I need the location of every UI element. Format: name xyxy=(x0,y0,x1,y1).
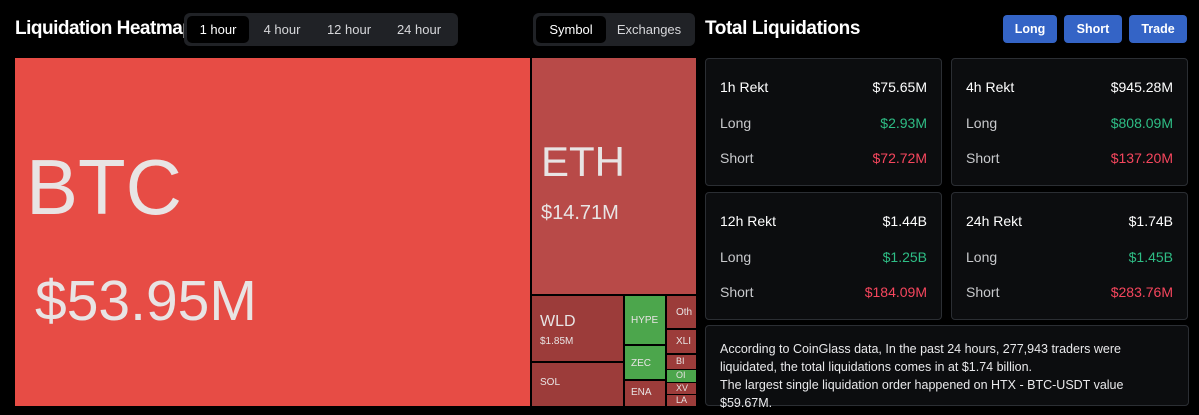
long-label: Long xyxy=(966,249,998,265)
tile-btc-symbol: BTC xyxy=(26,143,182,231)
long-value: $1.45B xyxy=(1128,249,1173,265)
tab-exchanges[interactable]: Exchanges xyxy=(616,22,682,37)
stat-card-24h: 24h Rekt $1.74B Long $1.45B Short $283.76M xyxy=(951,192,1188,320)
tile-la-symbol: LA xyxy=(676,395,688,405)
short-label: Short xyxy=(720,150,754,166)
tile-xli-symbol: XLI xyxy=(676,336,692,347)
stat-card-12h: 12h Rekt $1.44B Long $1.25B Short $184.09M xyxy=(705,192,942,320)
stat-title: 1h Rekt xyxy=(720,79,769,95)
tab-symbol[interactable]: Symbol xyxy=(536,16,606,43)
long-value: $808.09M xyxy=(1110,115,1173,131)
stat-total: $1.74B xyxy=(1128,213,1173,229)
tile-others[interactable]: Oth xyxy=(667,296,696,328)
tile-bi[interactable]: BI xyxy=(667,355,696,369)
largest-order-text: The largest single liquidation order hap… xyxy=(720,378,1124,410)
liquidation-summary: According to CoinGlass data, In the past… xyxy=(705,325,1189,410)
stat-total: $1.44B xyxy=(882,213,927,229)
tile-wld-symbol: WLD xyxy=(540,313,576,330)
tile-la[interactable]: LA xyxy=(667,395,696,406)
short-label: Short xyxy=(966,284,1000,300)
short-value: $283.76M xyxy=(1110,284,1173,300)
tile-btc-value: $53.95M xyxy=(35,269,257,333)
short-value: $137.20M xyxy=(1110,150,1173,166)
tile-xv[interactable]: XV xyxy=(667,383,696,394)
long-label: Long xyxy=(966,115,998,131)
long-value: $1.25B xyxy=(882,249,927,265)
long-value: $2.93M xyxy=(880,115,927,131)
stat-card-4h: 4h Rekt $945.28M Long $808.09M Short $137.2… xyxy=(951,58,1188,186)
short-button[interactable]: Short xyxy=(1064,15,1122,43)
short-value: $72.72M xyxy=(872,150,927,166)
stat-total: $75.65M xyxy=(872,79,927,95)
tile-zec[interactable]: ZEC xyxy=(625,346,665,379)
summary-text: According to CoinGlass data, In the past… xyxy=(720,342,1121,374)
stat-title: 4h Rekt xyxy=(966,79,1015,95)
trade-button[interactable]: Trade xyxy=(1129,15,1187,43)
tile-eth[interactable]: ETH $14.71M xyxy=(532,58,696,294)
tile-ena-symbol: ENA xyxy=(631,387,652,398)
tile-sol[interactable]: SOL xyxy=(532,363,623,406)
liquidation-heatmap: BTC $53.95M ETH $14.71M WLD $1.85M SOL H… xyxy=(15,58,696,406)
stat-card-1h: 1h Rekt $75.65M Long $2.93M Short $72.72M xyxy=(705,58,942,186)
long-button[interactable]: Long xyxy=(1003,15,1057,43)
tile-others-symbol: Oth xyxy=(676,307,693,318)
tile-xli[interactable]: XLI xyxy=(667,330,696,353)
short-value: $184.09M xyxy=(864,284,927,300)
tile-btc[interactable]: BTC $53.95M xyxy=(15,58,530,406)
short-label: Short xyxy=(720,284,754,300)
page-title: Liquidation Heatmap xyxy=(15,18,194,39)
time-range-selector: 1 hour 4 hour 12 hour 24 hour xyxy=(184,13,458,46)
tile-hype[interactable]: HYPE xyxy=(625,296,665,344)
stat-total: $945.28M xyxy=(1110,79,1173,95)
tile-wld[interactable]: WLD $1.85M xyxy=(532,296,623,361)
tab-4-hour[interactable]: 4 hour xyxy=(263,22,301,37)
tile-ol-symbol: OI xyxy=(676,370,686,380)
long-label: Long xyxy=(720,115,752,131)
long-label: Long xyxy=(720,249,752,265)
tab-12-hour[interactable]: 12 hour xyxy=(326,22,372,37)
tile-xv-symbol: XV xyxy=(676,383,689,393)
tile-eth-symbol: ETH xyxy=(541,138,625,185)
total-liquidations-title: Total Liquidations xyxy=(705,18,860,39)
tile-ena[interactable]: ENA xyxy=(625,381,665,406)
tile-bi-symbol: BI xyxy=(676,356,685,366)
tile-zec-symbol: ZEC xyxy=(631,358,651,369)
tab-24-hour[interactable]: 24 hour xyxy=(396,22,442,37)
tile-eth-value: $14.71M xyxy=(541,202,619,224)
stat-title: 24h Rekt xyxy=(966,213,1023,229)
short-label: Short xyxy=(966,150,1000,166)
stat-title: 12h Rekt xyxy=(720,213,777,229)
tab-1-hour[interactable]: 1 hour xyxy=(187,16,249,43)
tile-sol-symbol: SOL xyxy=(540,377,561,388)
tile-wld-value: $1.85M xyxy=(540,336,574,347)
view-mode-selector: Symbol Exchanges xyxy=(533,13,695,46)
tile-ol[interactable]: OI xyxy=(667,370,696,382)
tile-hype-symbol: HYPE xyxy=(631,315,659,326)
